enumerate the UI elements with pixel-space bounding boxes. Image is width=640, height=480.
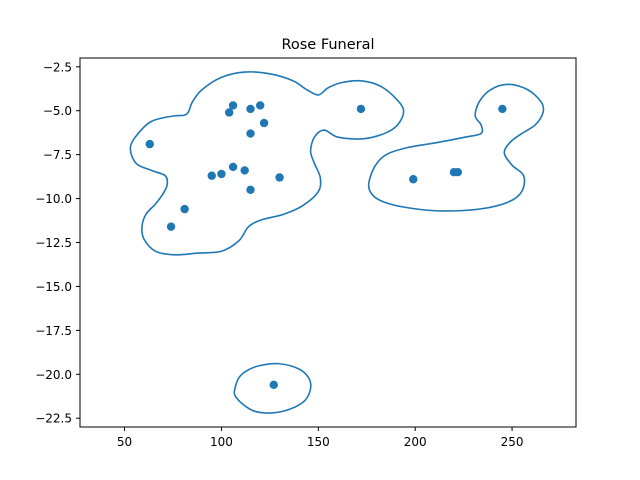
data-point-12 bbox=[217, 169, 226, 179]
contour-line-1 bbox=[129, 71, 405, 256]
x-tick-label: 50 bbox=[117, 435, 132, 449]
data-point-8 bbox=[498, 104, 507, 114]
y-tick-label: −20.0 bbox=[35, 368, 72, 382]
data-point-3 bbox=[224, 108, 234, 117]
data-point-16 bbox=[180, 204, 189, 214]
data-point-1 bbox=[228, 101, 238, 110]
data-point-15 bbox=[246, 185, 255, 194]
data-point-14 bbox=[275, 173, 284, 182]
y-tick-label: −12.5 bbox=[35, 236, 72, 250]
y-tick-label: −17.5 bbox=[35, 324, 72, 338]
y-tick-label: −22.5 bbox=[35, 412, 72, 426]
x-tick-label: 250 bbox=[501, 435, 524, 449]
data-point-6 bbox=[246, 129, 255, 138]
y-tick-label: −2.5 bbox=[43, 60, 72, 74]
points-layer bbox=[145, 101, 507, 390]
chart-title: Rose Funeral bbox=[281, 37, 374, 53]
data-point-17 bbox=[166, 222, 176, 231]
data-point-20 bbox=[453, 168, 463, 177]
data-point-7 bbox=[356, 104, 366, 114]
contour-line-3 bbox=[233, 362, 312, 414]
data-point-4 bbox=[246, 104, 255, 114]
contour-line-2 bbox=[367, 83, 545, 212]
data-point-9 bbox=[145, 139, 154, 149]
y-axis: −2.5 −5.0 −7.5 −10.0 −12.5 −15.0 −17.5 −20.0 −22… bbox=[35, 60, 80, 426]
y-tick-label: −10.0 bbox=[35, 192, 72, 206]
data-point-2 bbox=[255, 101, 265, 110]
y-tick-label: −7.5 bbox=[43, 148, 72, 162]
data-point-18 bbox=[409, 175, 418, 184]
x-tick-label: 200 bbox=[404, 435, 427, 449]
x-tick-label: 150 bbox=[307, 435, 330, 449]
x-tick-label: 100 bbox=[210, 435, 233, 449]
data-point-5 bbox=[259, 118, 269, 128]
y-tick-label: −15.0 bbox=[35, 280, 72, 294]
y-tick-label: −5.0 bbox=[43, 104, 72, 118]
x-axis: 50 100 150 200 250 bbox=[117, 427, 524, 449]
data-point-11 bbox=[240, 166, 249, 175]
data-point-13 bbox=[207, 171, 216, 180]
data-point-21 bbox=[269, 380, 278, 390]
data-point-10 bbox=[228, 162, 238, 172]
contours-layer bbox=[129, 71, 545, 414]
